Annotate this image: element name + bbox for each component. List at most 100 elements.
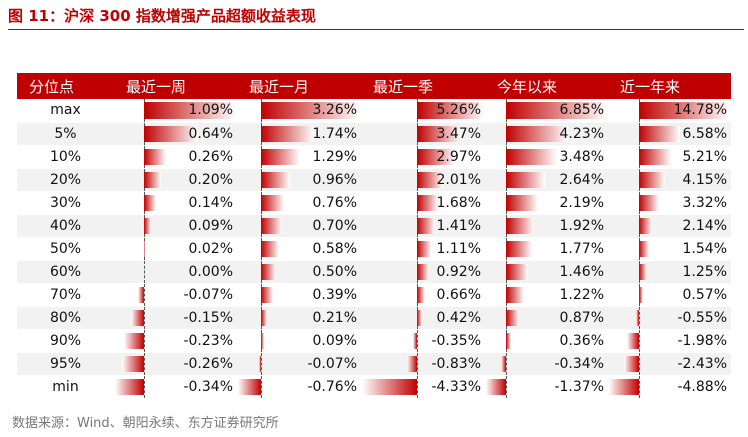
cell-value: 4.15% bbox=[682, 171, 727, 188]
cell-value: -0.07% bbox=[307, 355, 357, 372]
cell-value: -0.07% bbox=[183, 286, 233, 303]
data-bar bbox=[639, 102, 730, 119]
zero-axis bbox=[417, 329, 419, 351]
zero-axis bbox=[506, 375, 508, 397]
data-cell: 1.22% bbox=[485, 283, 608, 307]
quantile-label: 20% bbox=[17, 168, 114, 192]
quantile-label: 90% bbox=[17, 329, 114, 353]
quantile-label: 40% bbox=[17, 214, 114, 238]
table-row: 10% 0.26% 1.29% 2.97% 3.48% 5.21% bbox=[17, 145, 731, 169]
zero-axis bbox=[143, 260, 145, 282]
data-bar bbox=[261, 240, 279, 257]
data-bar bbox=[261, 125, 314, 142]
data-bar bbox=[115, 378, 144, 395]
cell-value: 4.23% bbox=[559, 125, 604, 142]
cell-value: 14.78% bbox=[673, 102, 727, 118]
data-cell: 4.23% bbox=[485, 122, 608, 146]
data-bar bbox=[501, 355, 507, 372]
zero-axis bbox=[417, 375, 419, 397]
zero-axis bbox=[639, 306, 641, 328]
data-cell: 1.54% bbox=[608, 237, 731, 261]
table-row: 20% 0.20% 0.96% 2.01% 2.64% 4.15% bbox=[17, 168, 731, 192]
data-cell: 0.42% bbox=[361, 306, 485, 330]
data-bar bbox=[143, 148, 166, 165]
data-cell: -1.98% bbox=[608, 329, 731, 353]
data-bar bbox=[121, 355, 144, 372]
data-bar bbox=[417, 148, 455, 165]
data-cell: 0.21% bbox=[237, 306, 361, 330]
data-cell: 3.26% bbox=[237, 99, 361, 123]
quantile-label: 10% bbox=[17, 145, 114, 169]
data-bar bbox=[417, 171, 443, 188]
cell-value: 0.96% bbox=[312, 171, 357, 188]
cell-value: -0.15% bbox=[183, 309, 233, 326]
data-cell: 1.11% bbox=[361, 237, 485, 261]
cell-value: -0.83% bbox=[431, 355, 481, 372]
zero-axis bbox=[143, 283, 145, 305]
data-cell: 2.19% bbox=[485, 191, 608, 215]
cell-value: 5.21% bbox=[682, 148, 727, 165]
data-cell: 0.76% bbox=[237, 191, 361, 215]
data-bar bbox=[406, 355, 418, 372]
cell-value: 0.57% bbox=[682, 286, 727, 303]
data-cell: 0.00% bbox=[114, 260, 237, 284]
zero-axis bbox=[143, 375, 145, 397]
data-bar bbox=[261, 148, 301, 165]
cell-value: 2.01% bbox=[436, 171, 481, 188]
table-row: 60% 0.00% 0.50% 0.92% 1.46% 1.25% bbox=[17, 260, 731, 284]
data-bar bbox=[261, 309, 268, 326]
zero-axis bbox=[143, 329, 145, 351]
header-last-year: 近一年来 bbox=[608, 73, 731, 99]
title-divider bbox=[8, 29, 744, 30]
data-bar bbox=[506, 125, 569, 142]
data-bar bbox=[261, 286, 273, 303]
data-cell: -0.55% bbox=[608, 306, 731, 330]
cell-value: 0.14% bbox=[188, 194, 233, 211]
cell-value: 3.26% bbox=[312, 102, 357, 118]
data-cell: 0.09% bbox=[114, 214, 237, 238]
cell-value: 1.68% bbox=[436, 194, 481, 211]
data-cell: 3.32% bbox=[608, 191, 731, 215]
data-cell: 0.57% bbox=[608, 283, 731, 307]
data-cell: 0.64% bbox=[114, 122, 237, 146]
data-cell: -0.15% bbox=[114, 306, 237, 330]
cell-value: -1.98% bbox=[677, 332, 727, 349]
cell-value: 1.22% bbox=[559, 286, 604, 303]
data-bar bbox=[506, 240, 533, 257]
data-bar bbox=[609, 378, 640, 395]
table-row: 90% -0.23% 0.09% -0.35% 0.36% -1.98% bbox=[17, 329, 731, 353]
table-row: 5% 0.64% 1.74% 3.47% 4.23% 6.58% bbox=[17, 122, 731, 146]
data-cell: -4.33% bbox=[361, 375, 485, 399]
zero-axis bbox=[639, 329, 641, 351]
cell-value: 1.77% bbox=[559, 240, 604, 257]
data-cell: 1.68% bbox=[361, 191, 485, 215]
cell-value: -1.37% bbox=[554, 378, 604, 395]
data-bar bbox=[143, 194, 156, 211]
data-bar bbox=[506, 332, 512, 349]
data-bar bbox=[412, 332, 418, 349]
header-row: 分位点 最近一周 最近一月 最近一季 今年以来 近一年来 bbox=[17, 73, 731, 99]
header-last-week: 最近一周 bbox=[114, 73, 237, 99]
data-cell: 4.15% bbox=[608, 168, 731, 192]
data-cell: 0.70% bbox=[237, 214, 361, 238]
data-bar bbox=[261, 171, 291, 188]
data-bar bbox=[238, 378, 262, 395]
cell-value: 0.00% bbox=[188, 263, 233, 280]
cell-value: 0.42% bbox=[436, 309, 481, 326]
data-cell: -0.23% bbox=[114, 329, 237, 353]
cell-value: 0.66% bbox=[436, 286, 481, 303]
quantile-label: 80% bbox=[17, 306, 114, 330]
data-bar bbox=[506, 171, 546, 188]
data-bar bbox=[258, 355, 262, 372]
cell-value: -0.23% bbox=[183, 332, 233, 349]
data-bar bbox=[131, 309, 144, 326]
data-bar bbox=[417, 217, 435, 234]
cell-value: -0.76% bbox=[307, 378, 357, 395]
cell-value: 1.92% bbox=[559, 217, 604, 234]
source-note: 数据来源：Wind、朝阳永续、东方证券研究所 bbox=[12, 416, 279, 431]
data-cell: 1.46% bbox=[485, 260, 608, 284]
header-ytd: 今年以来 bbox=[485, 73, 608, 99]
cell-value: 1.41% bbox=[436, 217, 481, 234]
data-cell: 5.26% bbox=[361, 99, 485, 123]
data-cell: -0.83% bbox=[361, 352, 485, 376]
